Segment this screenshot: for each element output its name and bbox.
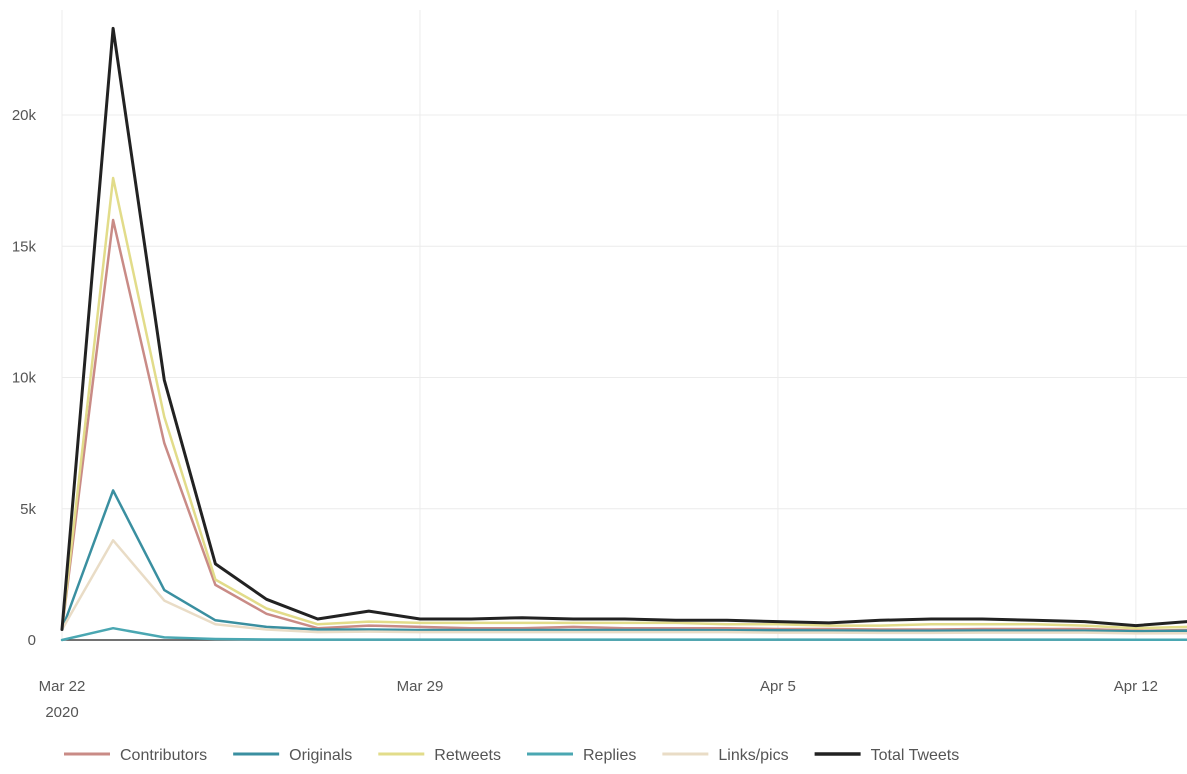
y-tick-label: 0 <box>28 632 36 649</box>
legend-item-replies[interactable]: Replies <box>527 747 636 764</box>
legend-item-retweets[interactable]: Retweets <box>378 747 501 764</box>
legend-label: Replies <box>583 747 636 764</box>
series-line-total-tweets <box>60 26 1187 631</box>
legend-label: Contributors <box>120 747 207 764</box>
series-line-contributors <box>60 218 1187 633</box>
y-tick-label: 15k <box>12 238 37 255</box>
legend-item-total-tweets[interactable]: Total Tweets <box>814 747 960 764</box>
x-tick-label: Mar 29 <box>397 678 444 695</box>
legend-item-contributors[interactable]: Contributors <box>64 747 207 764</box>
y-tick-label: 5k <box>20 501 36 518</box>
x-tick-label: Apr 5 <box>760 678 796 695</box>
x-tick-sublabel: 2020 <box>45 704 78 721</box>
legend-label: Total Tweets <box>871 747 960 764</box>
series-layer <box>60 26 1187 642</box>
series-line-replies <box>60 626 1187 642</box>
legend-label: Originals <box>289 747 352 764</box>
x-tick-label: Apr 12 <box>1114 678 1158 695</box>
legend-label: Links/pics <box>718 747 788 764</box>
grid-layer <box>61 10 1187 640</box>
x-tick-label: Mar 22 <box>39 678 86 695</box>
legend-item-originals[interactable]: Originals <box>233 747 352 764</box>
series-line-originals <box>60 489 1187 633</box>
legend[interactable]: Contributors Originals Retweets Replies Link… <box>64 747 959 764</box>
series-line-links-pics <box>60 539 1187 635</box>
y-tick-label: 20k <box>12 107 37 124</box>
legend-item-links-pics[interactable]: Links/pics <box>662 747 789 764</box>
series-line-retweets <box>60 176 1187 631</box>
legend-label: Retweets <box>434 747 501 764</box>
y-tick-label: 10k <box>12 370 37 387</box>
